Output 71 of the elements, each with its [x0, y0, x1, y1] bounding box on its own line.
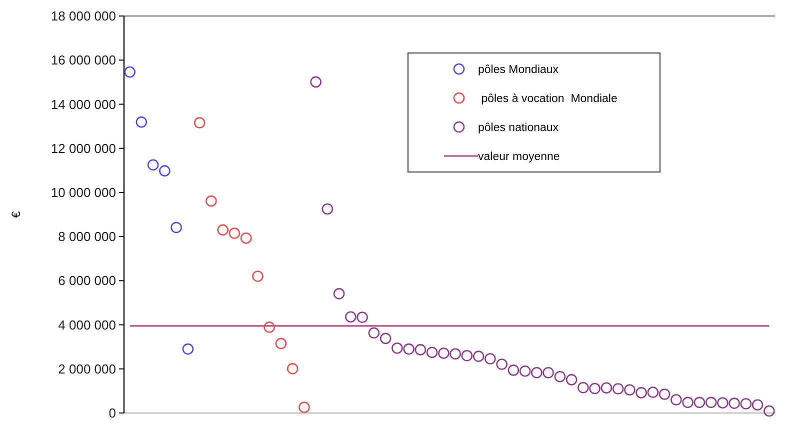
- point: [519, 365, 531, 377]
- legend-label: pôles à vocation Mondiale: [478, 93, 618, 106]
- point: [694, 396, 706, 408]
- point: [658, 388, 670, 400]
- point: [206, 195, 217, 207]
- point: [682, 396, 694, 408]
- point: [624, 384, 636, 396]
- y-tick-label: 18 000 000: [50, 8, 116, 24]
- point: [380, 332, 392, 344]
- point: [705, 396, 717, 408]
- point: [333, 288, 345, 300]
- point: [426, 346, 438, 358]
- legend-label: pôles nationaux: [478, 122, 559, 134]
- point: [170, 222, 182, 234]
- point: [403, 343, 414, 355]
- point: [531, 366, 542, 378]
- legend-label: pôles Mondiaux: [478, 64, 559, 76]
- point: [275, 338, 287, 350]
- y-tick-label: 4 000 000: [58, 317, 116, 332]
- point: [217, 224, 228, 236]
- y-tick-label: 10 000 000: [50, 184, 116, 200]
- y-axis-title: €: [9, 210, 23, 218]
- point: [159, 165, 170, 176]
- point: [194, 117, 206, 128]
- point: [764, 405, 775, 417]
- point: [252, 270, 264, 282]
- y-tick-label: 6 000 000: [58, 273, 116, 288]
- point: [136, 116, 148, 128]
- y-tick-label: 2 000 000: [58, 361, 116, 376]
- point: [392, 342, 403, 354]
- point: [752, 399, 764, 410]
- point: [461, 350, 473, 362]
- point: [286, 363, 298, 374]
- point: [124, 66, 136, 78]
- point: [554, 370, 566, 382]
- point: [322, 203, 334, 215]
- point: [647, 386, 659, 398]
- point: [589, 382, 600, 394]
- point: [147, 159, 159, 171]
- point: [496, 358, 508, 370]
- y-tick-label: 8 000 000: [58, 229, 116, 244]
- point: [670, 394, 682, 406]
- point: [264, 322, 275, 333]
- point: [600, 382, 612, 394]
- point: [356, 312, 368, 323]
- point: [508, 364, 520, 376]
- point: [740, 398, 752, 410]
- point: [240, 232, 252, 244]
- point: [228, 228, 240, 239]
- point: [484, 353, 496, 364]
- point: [636, 387, 647, 398]
- legend-label: valeur moyenne: [478, 151, 560, 164]
- y-tick-label: 0: [108, 406, 116, 421]
- point: [182, 343, 194, 355]
- point: [450, 348, 461, 360]
- point: [612, 383, 624, 394]
- point: [472, 350, 484, 362]
- point: [298, 402, 310, 413]
- point: [345, 311, 356, 322]
- y-tick-label: 16 000 000: [50, 52, 116, 68]
- point: [728, 398, 740, 409]
- point: [414, 344, 426, 356]
- point: [310, 76, 322, 88]
- point: [438, 348, 450, 359]
- point: [578, 382, 589, 394]
- point: [368, 327, 380, 339]
- point: [717, 397, 728, 409]
- y-tick-label: 12 000 000: [50, 140, 116, 156]
- point: [566, 374, 578, 386]
- y-tick-label: 14 000 000: [50, 96, 116, 112]
- point: [542, 366, 554, 378]
